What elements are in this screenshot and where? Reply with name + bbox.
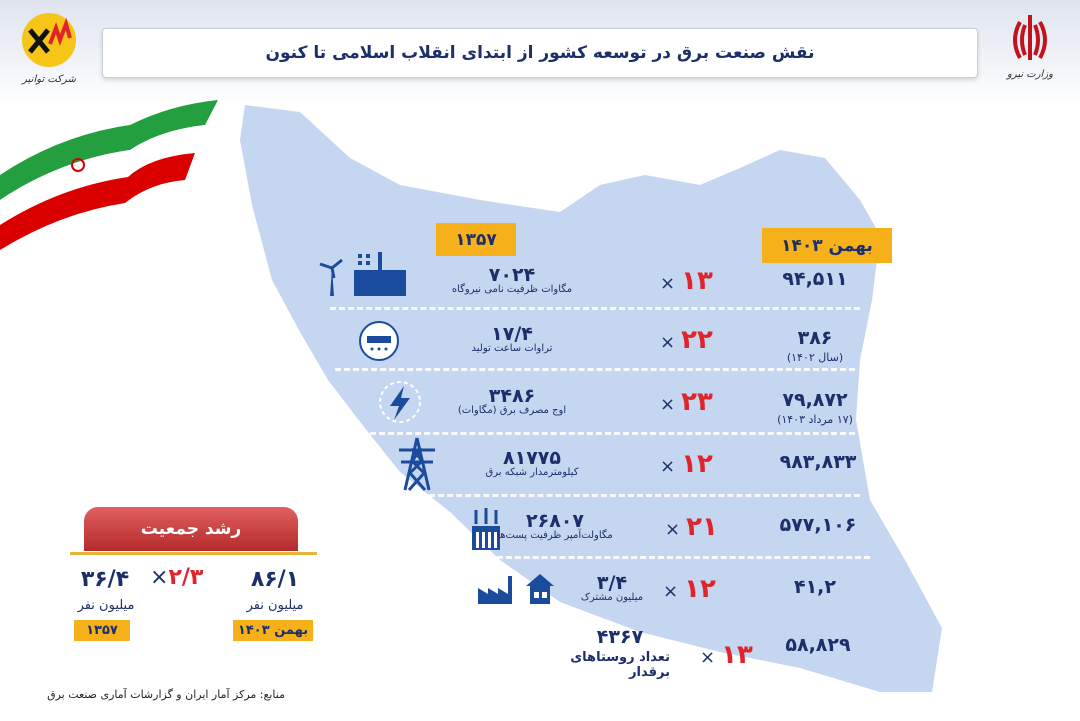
source-note: منابع: مرکز آمار ایران و گزارشات آماری ص… xyxy=(47,688,285,701)
tavanir-logo-text: شرکت توانیر xyxy=(22,74,76,85)
row-multiplier: × ۱۳ xyxy=(700,640,753,670)
row-multiplier: × ۱۲ xyxy=(660,449,713,479)
population-multiplier: ×۲/۳ xyxy=(150,565,204,590)
population-new-year: بهمن ۱۴۰۳ xyxy=(233,620,313,641)
population-multiplier-value: ۲/۳ xyxy=(168,565,204,590)
row-old-value: ۱۷/۴ xyxy=(491,323,533,345)
row-multiplier-value: ۲۱ xyxy=(686,512,718,542)
year-header-1357: ۱۳۵۷ xyxy=(436,223,516,256)
row-multiplier-value: ۱۲ xyxy=(684,574,716,604)
power-plant-icon xyxy=(319,252,406,296)
population-title: رشد جمعیت xyxy=(84,507,298,551)
row-old-value: ۸۱۷۷۵ xyxy=(503,447,561,469)
row-multiplier-value: ۱۳ xyxy=(681,266,713,296)
row-new-value: ۵۸,۸۲۹ xyxy=(785,634,851,656)
times-icon: × xyxy=(665,519,681,540)
row-old-value: ۴۳۶۷ xyxy=(596,626,644,648)
times-icon: × xyxy=(663,581,679,602)
population-old-year: ۱۳۵۷ xyxy=(74,620,130,641)
times-icon: × xyxy=(660,394,676,415)
row-new-value: ۷۹,۸۷۲ xyxy=(782,389,848,411)
row-multiplier: × ۲۲ xyxy=(660,325,713,355)
row-new-value: ۹۸۳,۸۳۳ xyxy=(779,451,857,473)
row-old-value: ۳۴۸۶ xyxy=(488,385,536,407)
times-icon: × xyxy=(660,332,676,353)
population-divider xyxy=(70,552,317,555)
row-new-value: ۴۱,۲ xyxy=(793,576,836,598)
row-multiplier: × ۲۳ xyxy=(660,387,713,417)
row-multiplier: × ۱۳ xyxy=(660,266,713,296)
iran-flag-ribbon xyxy=(0,100,218,250)
population-new-unit: میلیون نفر xyxy=(246,598,304,613)
row-multiplier-value: ۲۲ xyxy=(681,325,713,355)
meter-icon xyxy=(359,321,399,361)
row-new-note: (سال ۱۴۰۲) xyxy=(786,351,844,364)
times-icon: × xyxy=(700,647,716,668)
transmission-tower-icon xyxy=(399,437,435,491)
row-label: مگاولت‌آمپر ظرفیت پست‌ها xyxy=(497,530,613,541)
population-old-value: ۳۶/۴ xyxy=(80,567,130,592)
row-new-note: (۱۷ مرداد ۱۴۰۳) xyxy=(777,413,853,426)
year-header-1403: بهمن ۱۴۰۳ xyxy=(762,228,892,263)
page-title: نقش صنعت برق در توسعه کشور از ابتدای انق… xyxy=(102,28,978,78)
row-old-value: ۷۰۲۴ xyxy=(488,264,536,286)
times-icon: × xyxy=(660,273,676,294)
row-multiplier-value: ۲۳ xyxy=(681,387,713,417)
tavanir-logo: شرکت توانیر xyxy=(18,10,80,105)
population-new-value: ۸۶/۱ xyxy=(250,567,300,592)
row-label: اوج مصرف برق (مگاوات) xyxy=(457,405,567,416)
times-icon: × xyxy=(660,456,676,477)
lightning-icon xyxy=(379,381,421,423)
row-label: مگاوات ظرفیت نامی نیروگاه xyxy=(451,284,573,295)
row-new-value: ۳۸۶ xyxy=(797,327,833,349)
row-new-value: ۵۷۷,۱۰۶ xyxy=(779,514,857,536)
row-multiplier: × ۱۲ xyxy=(663,574,716,604)
row-multiplier-value: ۱۲ xyxy=(681,449,713,479)
row-old-value: ۳/۴ xyxy=(596,572,628,594)
ministry-emblem: وزارت نیرو xyxy=(998,10,1062,100)
row-multiplier-value: ۱۳ xyxy=(721,640,753,670)
row-label: تراوات ساعت تولید xyxy=(471,343,553,354)
population-old-unit: میلیون نفر xyxy=(77,598,135,613)
row-new-value: ۹۴,۵۱۱ xyxy=(782,268,848,290)
ministry-text: وزارت نیرو xyxy=(1006,69,1053,80)
row-old-value: ۲۶۸۰۷ xyxy=(526,510,584,532)
row-label: میلیون مشترک xyxy=(580,592,644,603)
row-multiplier: × ۲۱ xyxy=(665,512,718,542)
house-factory-icon xyxy=(478,574,554,604)
transformer-icon xyxy=(472,508,500,550)
row-label: کیلومترمدار شبکه برق xyxy=(485,467,579,478)
row-label: تعداد روستاهای برقدار xyxy=(570,650,670,680)
